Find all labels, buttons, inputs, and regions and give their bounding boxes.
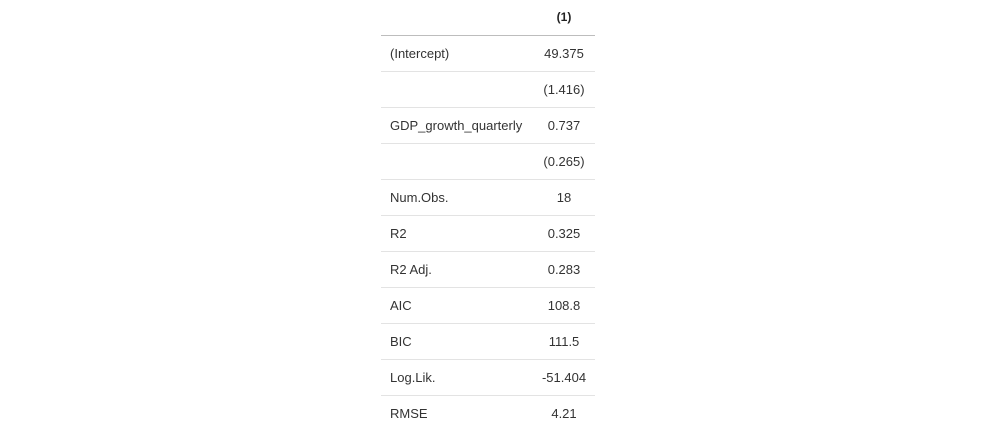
term-cell: BIC bbox=[381, 323, 533, 360]
term-cell: GDP_growth_quarterly bbox=[381, 107, 533, 144]
header-term-cell bbox=[381, 0, 533, 36]
table-row: Num.Obs. 18 bbox=[381, 179, 595, 216]
value-cell: 18 bbox=[533, 179, 595, 216]
value-cell: 49.375 bbox=[533, 35, 595, 72]
value-cell: (0.265) bbox=[533, 143, 595, 180]
term-cell: R2 Adj. bbox=[381, 251, 533, 288]
value-cell: 4.21 bbox=[551, 406, 577, 421]
value-cell: 0.283 bbox=[533, 251, 595, 288]
term-cell: RMSE bbox=[390, 406, 428, 421]
table-header: (1) bbox=[381, 0, 595, 36]
table-body: (Intercept) 49.375 (1.416) GDP_growth_qu… bbox=[381, 35, 595, 432]
table-row: (0.265) bbox=[381, 143, 595, 180]
value-cell: 108.8 bbox=[533, 287, 595, 324]
term-cell: (Intercept) bbox=[381, 35, 533, 72]
value-cell: -51.404 bbox=[533, 359, 595, 396]
table-row: Log.Lik. -51.404 bbox=[381, 359, 595, 396]
term-cell: R2 bbox=[381, 215, 533, 252]
regression-table-container: (1) (Intercept) 49.375 (1.416) GDP_growt… bbox=[381, 0, 595, 431]
table-row: GDP_growth_quarterly 0.737 bbox=[381, 107, 595, 144]
header-row: (1) bbox=[381, 0, 595, 36]
table-row: (Intercept) 49.375 bbox=[381, 35, 595, 72]
table-row: BIC 111.5 bbox=[381, 323, 595, 360]
value-cell: 0.737 bbox=[533, 107, 595, 144]
term-cell: Num.Obs. bbox=[381, 179, 533, 216]
table-row: R2 Adj. 0.283 bbox=[381, 251, 595, 288]
term-cell: AIC bbox=[381, 287, 533, 324]
term-cell bbox=[381, 143, 533, 180]
table-row: AIC 108.8 bbox=[381, 287, 595, 324]
term-cell: Log.Lik. bbox=[381, 359, 533, 396]
regression-table: (1) (Intercept) 49.375 (1.416) GDP_growt… bbox=[381, 0, 595, 431]
table-row: R2 0.325 bbox=[381, 215, 595, 252]
header-model-cell: (1) bbox=[533, 0, 595, 36]
term-cell bbox=[381, 71, 533, 108]
value-cell: 0.325 bbox=[533, 215, 595, 252]
table-row: RMSE 4.21 bbox=[381, 396, 595, 432]
table-row: (1.416) bbox=[381, 71, 595, 108]
value-cell: (1.416) bbox=[533, 71, 595, 108]
value-cell: 111.5 bbox=[533, 323, 595, 360]
